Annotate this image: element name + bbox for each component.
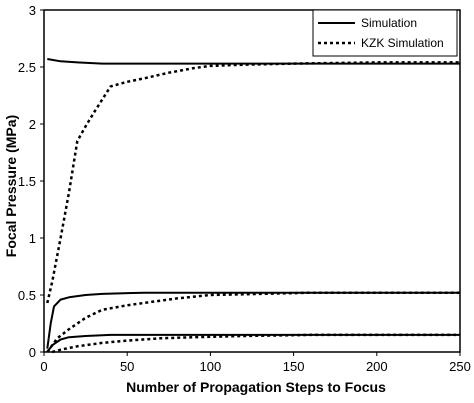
y-axis-title: Focal Pressure (MPa) (3, 115, 19, 257)
simulation-line-3 (46, 333, 460, 353)
legend-kzk-label: KZK Simulation (361, 36, 444, 50)
kzk-simulation-line-1 (46, 61, 460, 304)
x-axis: 0 50 100 150 200 250 (40, 352, 471, 374)
x-tick-label: 250 (449, 359, 471, 374)
series-layer (46, 58, 460, 354)
simulation-line-1 (47, 58, 460, 65)
x-tick-label: 0 (40, 359, 47, 374)
simulation-line-2 (46, 291, 460, 349)
y-tick-label: 0.5 (18, 288, 36, 303)
y-tick-label: 2 (29, 117, 36, 132)
legend: Simulation KZK Simulation (312, 9, 458, 57)
y-tick-label: 0 (29, 345, 36, 360)
y-axis: 0 0.5 1 1.5 2 2.5 3 (18, 3, 44, 360)
x-axis-title: Number of Propagation Steps to Focus (126, 379, 386, 395)
x-tick-label: 50 (120, 359, 134, 374)
x-tick-label: 100 (200, 359, 222, 374)
y-tick-label: 1 (29, 231, 36, 246)
y-tick-label: 3 (29, 3, 36, 18)
kzk-simulation-line-3 (51, 333, 460, 354)
x-tick-label: 150 (283, 359, 305, 374)
x-tick-label: 200 (366, 359, 388, 374)
legend-box (312, 9, 458, 57)
y-tick-label: 1.5 (18, 174, 36, 189)
y-tick-label: 2.5 (18, 60, 36, 75)
kzk-simulation-line-2 (46, 291, 460, 353)
legend-simulation-label: Simulation (361, 16, 417, 30)
